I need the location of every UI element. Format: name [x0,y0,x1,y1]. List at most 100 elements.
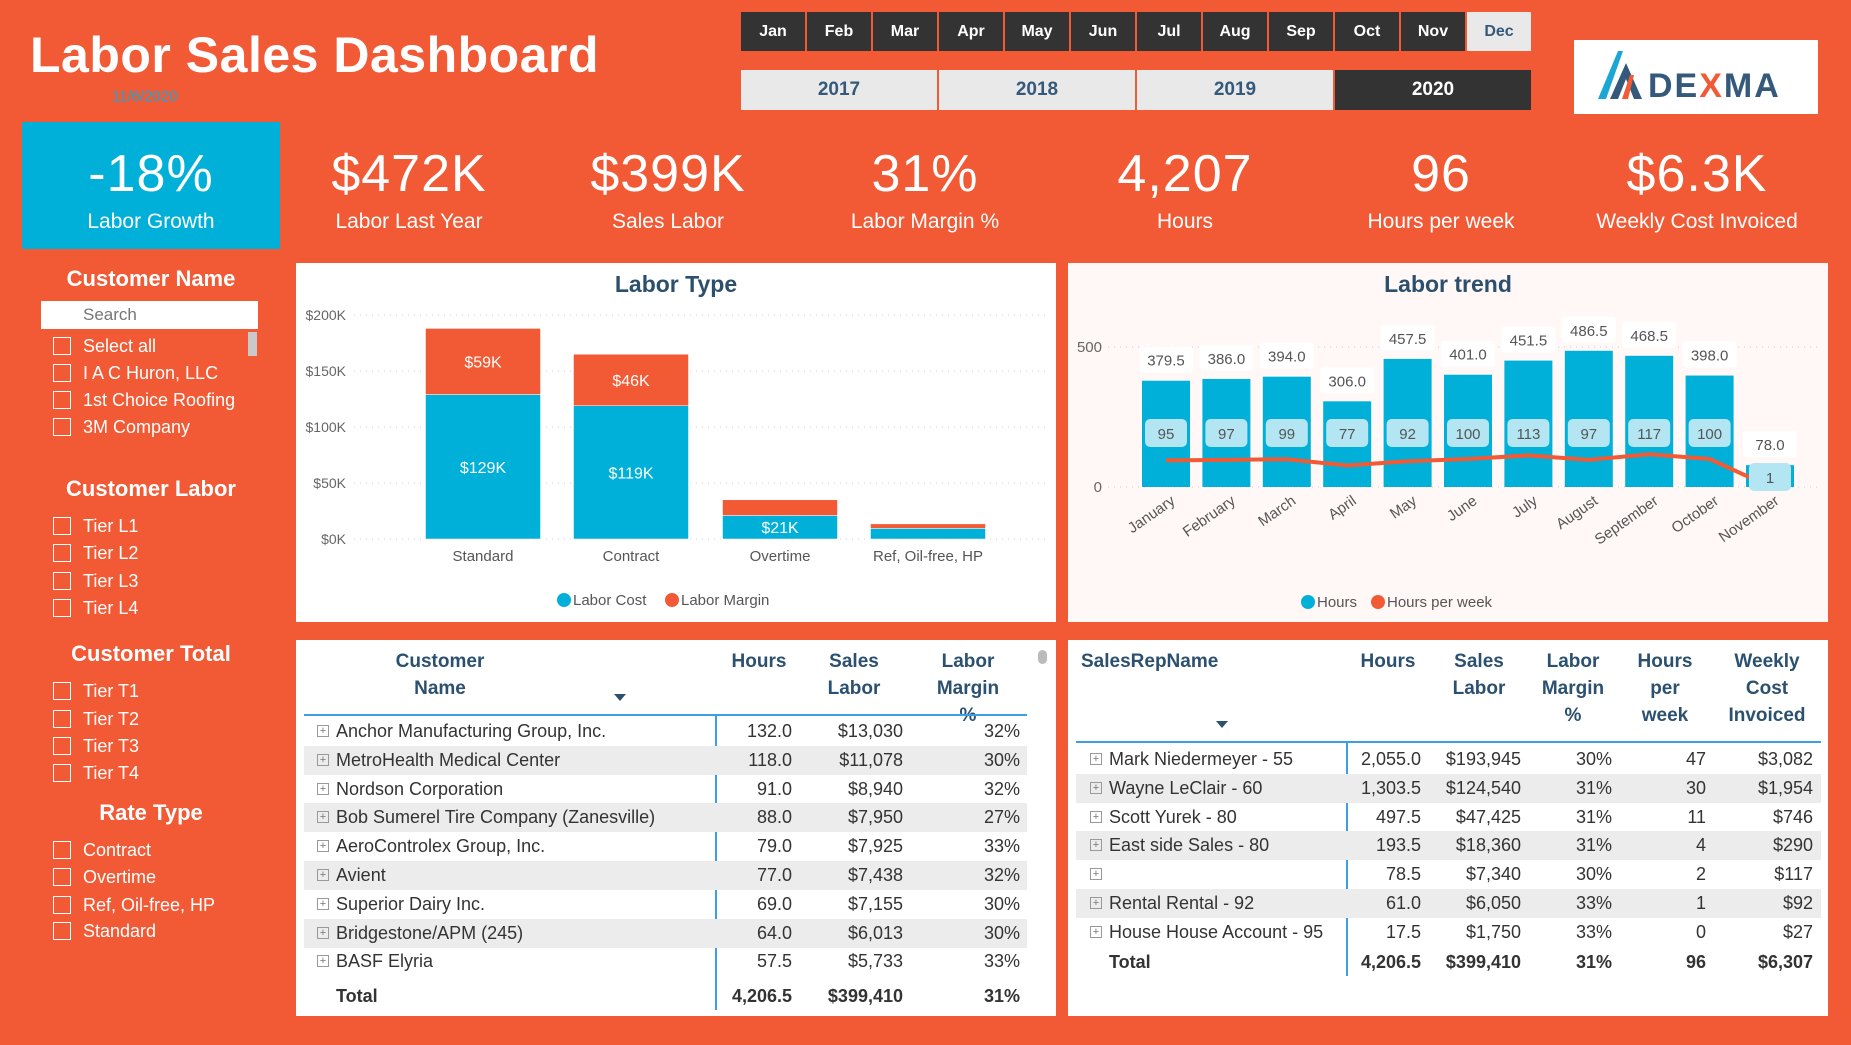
column-header[interactable]: Customer Name [395,651,485,699]
table-row[interactable]: + Bridgestone/APM (245) 64.0 $6,013 30% [304,918,1027,948]
bar-hours[interactable] [1564,350,1613,487]
slicer-item[interactable]: Tier L2 [53,541,138,565]
table-row[interactable]: + East side Sales - 80 193.5 $18,360 31% 4 $29… [1076,831,1821,861]
year-button-2018[interactable]: 2018 [939,70,1135,110]
table-row[interactable]: + Bob Sumerel Tire Company (Zanesville) 88… [304,803,1027,833]
checkbox[interactable] [53,418,71,436]
checkbox[interactable] [53,682,71,700]
line-hours-per-week[interactable] [1165,452,1771,489]
slicer-item[interactable]: Tier T3 [53,734,139,758]
bar-labor-margin[interactable] [425,328,541,395]
expand-icon[interactable]: + [317,926,329,939]
column-header[interactable]: Hours per week [1637,651,1693,726]
checkbox[interactable] [53,517,71,535]
checkbox[interactable] [53,764,71,782]
total-row[interactable]: Total 4,206.5 $399,410 31% 96 $6,307 [1076,948,1821,977]
slicer-item[interactable]: Ref, Oil-free, HP [53,893,215,917]
total-row[interactable]: Total 4,206.5 $399,410 31% [304,982,1027,1011]
month-button-aug[interactable]: Aug [1203,12,1267,51]
year-button-2017[interactable]: 2017 [741,70,937,110]
expand-icon[interactable]: + [317,840,329,853]
expand-icon[interactable]: + [317,782,329,795]
expand-icon[interactable]: + [1090,810,1102,823]
table-row[interactable]: + Avient 77.0 $7,438 32% [304,861,1027,890]
table-row[interactable]: + Rental Rental - 92 61.0 $6,050 33% 1 $92 [1076,889,1821,918]
slicer-item[interactable]: Tier T1 [53,679,139,703]
expand-icon[interactable]: + [1090,781,1102,794]
month-button-jul[interactable]: Jul [1137,12,1201,51]
month-button-dec[interactable]: Dec [1467,12,1531,51]
slicer-item[interactable]: Select all [53,334,156,358]
expand-icon[interactable]: + [1090,868,1102,881]
expand-icon[interactable]: + [317,811,329,824]
slicer-item[interactable]: Overtime [53,865,156,889]
column-header[interactable]: Hours [1360,651,1416,672]
year-button-2020[interactable]: 2020 [1335,70,1531,110]
checkbox[interactable] [53,364,71,382]
month-button-feb[interactable]: Feb [807,12,871,51]
table-row[interactable]: + Superior Dairy Inc. 69.0 $7,155 30% [304,890,1027,919]
bar-labor-margin[interactable] [722,499,838,516]
checkbox[interactable] [53,544,71,562]
bar-labor-cost[interactable] [425,394,541,540]
checkbox[interactable] [53,572,71,590]
table-scrollbar[interactable] [1038,650,1047,664]
expand-icon[interactable]: + [1090,925,1102,938]
slicer-item[interactable]: Tier L1 [53,514,138,538]
slicer-item[interactable]: 3M Company [53,415,190,439]
checkbox[interactable] [53,337,71,355]
bar-labor-cost[interactable] [573,405,689,540]
table-row[interactable]: + House House Account - 95 17.5 $1,750 33% 0 $… [1076,918,1821,947]
checkbox[interactable] [53,710,71,728]
bar-labor-margin[interactable] [870,523,986,529]
table-row[interactable]: + Scott Yurek - 80 497.5 $47,425 31% 11 $746 [1076,803,1821,832]
expand-icon[interactable]: + [317,869,329,881]
table-row[interactable]: + Nordson Corporation 91.0 $8,940 32% [304,775,1027,804]
slicer-item[interactable]: Standard [53,919,156,943]
slicer-item[interactable]: Contract [53,838,151,862]
month-button-may[interactable]: May [1005,12,1069,51]
checkbox[interactable] [53,922,71,940]
sort-descending-icon[interactable] [1216,721,1228,728]
column-header[interactable]: SalesRepName [1081,651,1219,672]
table-row[interactable]: + BASF Elyria 57.5 $5,733 33% [304,947,1027,976]
checkbox[interactable] [53,896,71,914]
slicer-item[interactable]: I A C Huron, LLC [53,361,218,385]
expand-icon[interactable]: + [1090,897,1102,909]
month-button-sep[interactable]: Sep [1269,12,1333,51]
customer-search-input[interactable] [41,301,258,329]
slicer-item[interactable]: Tier T2 [53,707,139,731]
bar-labor-cost[interactable] [870,528,986,540]
table-row[interactable]: + Wayne LeClair - 60 1,303.5 $124,540 31% 30 $… [1076,773,1821,803]
expand-icon[interactable]: + [317,725,329,737]
column-header[interactable]: Weekly Cost Invoiced [1728,651,1806,726]
month-button-jun[interactable]: Jun [1071,12,1135,51]
month-button-nov[interactable]: Nov [1401,12,1465,51]
expand-icon[interactable]: + [317,955,329,968]
slicer-scrollbar[interactable] [248,332,257,356]
month-button-apr[interactable]: Apr [939,12,1003,51]
checkbox[interactable] [53,737,71,755]
month-button-mar[interactable]: Mar [873,12,937,51]
sort-descending-icon[interactable] [614,694,626,701]
expand-icon[interactable]: + [1090,839,1102,852]
slicer-item[interactable]: 1st Choice Roofing [53,388,235,412]
bar-labor-margin[interactable] [573,353,689,406]
checkbox[interactable] [53,599,71,617]
table-row[interactable]: +78.5 $7,340 30% 2 $117 [1076,860,1821,889]
checkbox[interactable] [53,841,71,859]
column-header[interactable]: Labor Margin % [1541,651,1605,726]
checkbox[interactable] [53,868,71,886]
slicer-item[interactable]: Tier T4 [53,761,139,785]
slicer-item[interactable]: Tier L4 [53,596,138,620]
slicer-item[interactable]: Tier L3 [53,569,138,593]
expand-icon[interactable]: + [317,897,329,910]
table-row[interactable]: + Mark Niedermeyer - 55 2,055.0 $193,945 30%… [1076,745,1821,774]
expand-icon[interactable]: + [317,753,329,766]
month-button-oct[interactable]: Oct [1335,12,1399,51]
column-header[interactable]: Sales Labor [1452,651,1506,699]
table-row[interactable]: + MetroHealth Medical Center 118.0 $11,078 3… [304,745,1027,775]
expand-icon[interactable]: + [1090,753,1102,765]
column-header[interactable]: Sales Labor [827,651,881,699]
column-header[interactable]: Hours [731,651,787,672]
